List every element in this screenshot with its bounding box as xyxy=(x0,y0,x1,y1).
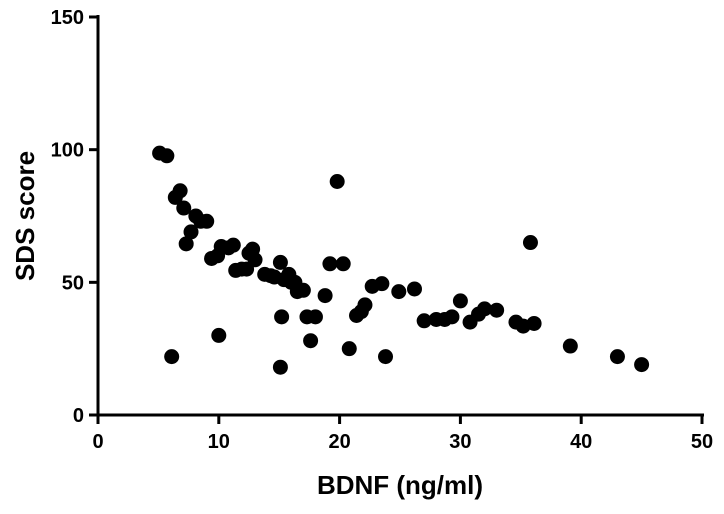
point xyxy=(341,341,357,357)
point xyxy=(199,213,215,229)
point xyxy=(274,309,290,325)
point xyxy=(416,313,432,329)
point xyxy=(225,237,241,253)
point xyxy=(322,256,338,272)
point xyxy=(178,236,194,252)
point xyxy=(329,174,345,190)
point xyxy=(272,359,288,375)
point xyxy=(335,256,351,272)
point xyxy=(444,309,460,325)
point xyxy=(477,301,493,317)
point xyxy=(406,281,422,297)
point xyxy=(357,297,373,313)
x-tick-label: 40 xyxy=(570,431,592,453)
point xyxy=(634,357,650,373)
point xyxy=(452,293,468,309)
point xyxy=(489,302,505,318)
x-tick-label: 10 xyxy=(208,431,230,453)
point xyxy=(562,338,578,354)
point xyxy=(272,254,288,270)
point xyxy=(374,276,390,292)
point xyxy=(247,252,263,268)
x-axis-label: BDNF (ng/ml) xyxy=(317,470,483,500)
x-tick-label: 0 xyxy=(92,431,103,453)
point xyxy=(391,284,407,300)
point xyxy=(522,235,538,251)
point xyxy=(295,282,311,298)
y-tick-label: 150 xyxy=(51,7,84,29)
x-tick-label: 50 xyxy=(691,431,713,453)
point xyxy=(378,349,394,365)
point xyxy=(317,288,333,304)
y-axis-label: SDS score xyxy=(10,151,40,281)
point xyxy=(172,183,188,199)
y-tick-label: 0 xyxy=(73,405,84,427)
y-tick-label: 50 xyxy=(62,272,84,294)
point xyxy=(609,349,625,365)
point xyxy=(176,200,192,216)
point xyxy=(303,333,319,349)
y-tick-label: 100 xyxy=(51,140,84,162)
point xyxy=(307,309,323,325)
point xyxy=(159,148,175,164)
x-tick-label: 20 xyxy=(328,431,350,453)
point xyxy=(183,224,199,240)
point xyxy=(211,327,227,343)
x-tick-label: 30 xyxy=(449,431,471,453)
point xyxy=(164,349,180,365)
point xyxy=(526,315,542,331)
